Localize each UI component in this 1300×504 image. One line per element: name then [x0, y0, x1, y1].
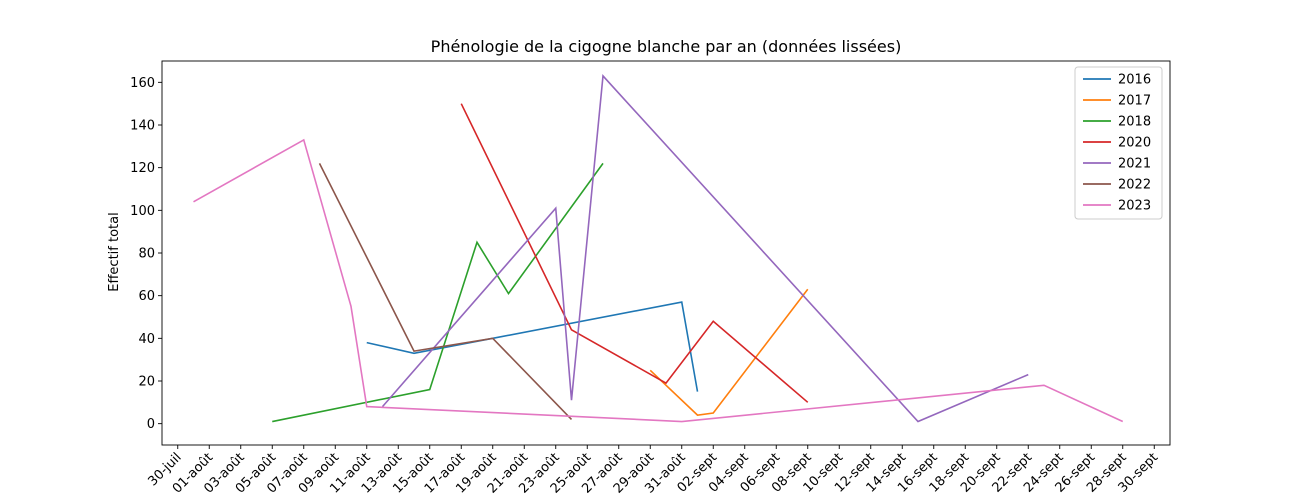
y-tick-label: 140: [130, 119, 155, 134]
series-line-2017: [649, 288, 809, 416]
chart-title: Phénologie de la cigogne blanche par an …: [431, 37, 902, 56]
legend-label-2018: 2018: [1118, 115, 1151, 130]
legend-label-2020: 2020: [1118, 136, 1151, 151]
y-tick-label: 60: [138, 289, 155, 304]
legend: 2016 2017 2018 2020 2021 2022 2023: [1074, 66, 1163, 220]
legend-label-2021: 2021: [1118, 157, 1151, 172]
y-tick-label: 120: [130, 161, 155, 176]
y-axis-label: Effectif total: [107, 212, 122, 291]
series-line-2018: [272, 162, 604, 423]
legend-box: [1074, 66, 1163, 220]
legend-label-2016: 2016: [1118, 73, 1151, 88]
y-tick-label: 100: [130, 204, 155, 219]
legend-label-2023: 2023: [1118, 199, 1151, 214]
legend-label-2022: 2022: [1118, 178, 1151, 193]
series-line-2021: [381, 74, 1029, 423]
y-tick-label: 160: [130, 76, 155, 91]
plot-area: 02040608010012014016030-juil01-août03-ao…: [130, 60, 1171, 497]
series-line-2020: [460, 103, 809, 403]
y-tick-label: 20: [138, 375, 155, 390]
series-line-2023: [193, 138, 1124, 423]
legend-label-2017: 2017: [1118, 94, 1151, 109]
y-tick-label: 40: [138, 332, 155, 347]
y-tick-label: 80: [138, 247, 155, 262]
series-line-2022: [318, 163, 573, 420]
y-tick-label: 0: [147, 417, 155, 432]
